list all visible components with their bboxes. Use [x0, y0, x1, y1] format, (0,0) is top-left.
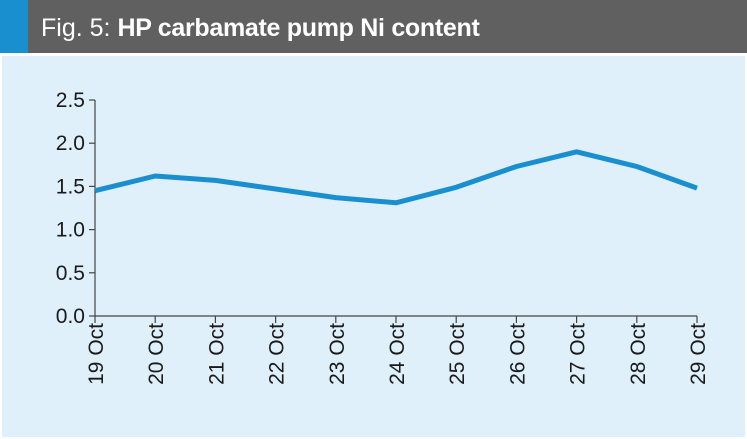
series-line: [94, 149, 698, 206]
y-tick-label: 0.0: [56, 305, 85, 328]
header-accent-bar: [0, 0, 28, 53]
x-tick-label: 21 Oct: [205, 323, 228, 385]
y-tick-label: 0.5: [56, 262, 85, 285]
figure-header: Fig. 5: HP carbamate pump Ni content: [0, 0, 747, 53]
x-tick-label: 22 Oct: [266, 323, 289, 385]
x-tick-label: 26 Oct: [506, 323, 529, 385]
y-tick-label: 1.0: [56, 219, 85, 242]
x-tick-label: 29 Oct: [687, 323, 710, 385]
y-tick-label: 2.0: [56, 132, 85, 155]
x-tick-label: 19 Oct: [85, 323, 108, 385]
figure-title-text: HP carbamate pump Ni content: [117, 14, 480, 42]
x-tick-label: 24 Oct: [386, 323, 409, 385]
x-tick-label: 27 Oct: [567, 323, 590, 385]
figure-title: Fig. 5: HP carbamate pump Ni content: [41, 0, 480, 53]
axes: [94, 100, 697, 317]
figure-number: Fig. 5:: [41, 14, 111, 42]
x-axis-ticks: 19 Oct 20 Oct 21 Oct 22 Oct 23 Oct 24 Oct 25 O…: [85, 316, 710, 385]
x-tick-label: 20 Oct: [145, 323, 168, 385]
x-tick-label: 25 Oct: [446, 323, 469, 385]
x-tick-label: 23 Oct: [326, 323, 349, 385]
x-tick-label: 28 Oct: [627, 323, 650, 385]
y-tick-label: 2.5: [56, 89, 85, 112]
series-group: [94, 149, 698, 206]
y-axis-ticks: 0.0 0.5 1.0 1.5 2.0 2.5: [56, 89, 95, 328]
y-tick-label: 1.5: [56, 175, 85, 198]
plot-background: [2, 56, 745, 437]
